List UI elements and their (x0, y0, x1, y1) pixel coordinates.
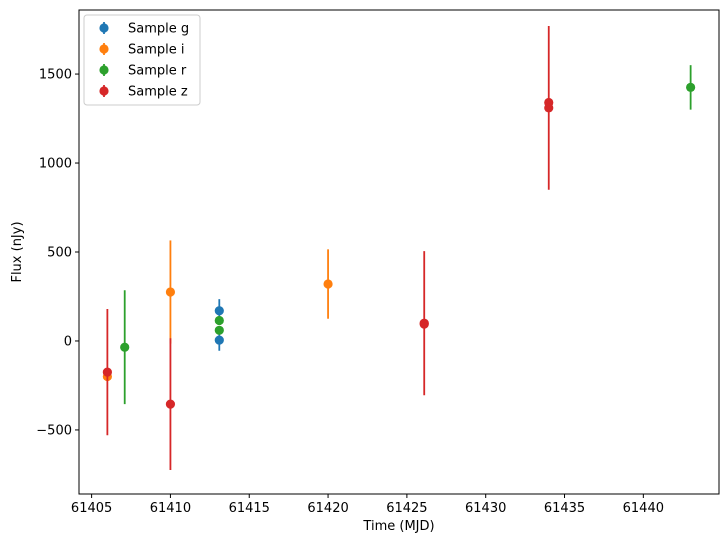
y-tick-label: −500 (36, 423, 72, 438)
data-point (544, 103, 554, 113)
data-point (214, 335, 224, 345)
legend-label: Sample r (128, 64, 187, 79)
legend-box (83, 14, 201, 106)
legend-label: Sample z (128, 85, 188, 100)
x-tick-label: 61410 (150, 501, 191, 516)
legend-label: Sample i (128, 43, 185, 58)
data-point (214, 325, 224, 335)
x-tick-label: 61415 (229, 501, 270, 516)
legend: Sample g Sample i Sample r Sample z (83, 14, 201, 106)
x-tick-label: 61430 (465, 501, 506, 516)
data-point (419, 318, 429, 328)
y-tick-label: 500 (47, 246, 72, 261)
legend-marker (99, 23, 109, 33)
plot-marks (102, 26, 696, 470)
legend-label: Sample g (128, 22, 189, 37)
data-point (214, 306, 224, 316)
data-point (323, 279, 333, 289)
y-tick-label: 1000 (39, 157, 72, 172)
x-tick-label: 61435 (544, 501, 585, 516)
y-tick-label: 0 (64, 334, 72, 349)
x-tick-label: 61405 (71, 501, 112, 516)
y-axis-label: Flux (nJy) (10, 221, 25, 282)
y-tick-label: 1500 (39, 68, 72, 83)
data-point (102, 367, 112, 377)
x-tick-label: 61440 (623, 501, 664, 516)
y-axis: −500 0 500 1000 1500 (36, 68, 79, 438)
legend-marker (99, 44, 109, 54)
x-axis: 61405 61410 61415 61420 61425 61430 61435 61440 (71, 494, 664, 516)
x-tick-label: 61425 (386, 501, 427, 516)
data-point (686, 82, 696, 93)
data-point (165, 287, 176, 297)
data-point (214, 315, 224, 326)
data-point (120, 342, 130, 352)
x-axis-label: Time (MJD) (362, 519, 434, 534)
x-tick-label: 61420 (307, 501, 348, 516)
legend-marker (99, 65, 109, 75)
legend-marker (99, 86, 109, 96)
data-point (165, 399, 176, 409)
